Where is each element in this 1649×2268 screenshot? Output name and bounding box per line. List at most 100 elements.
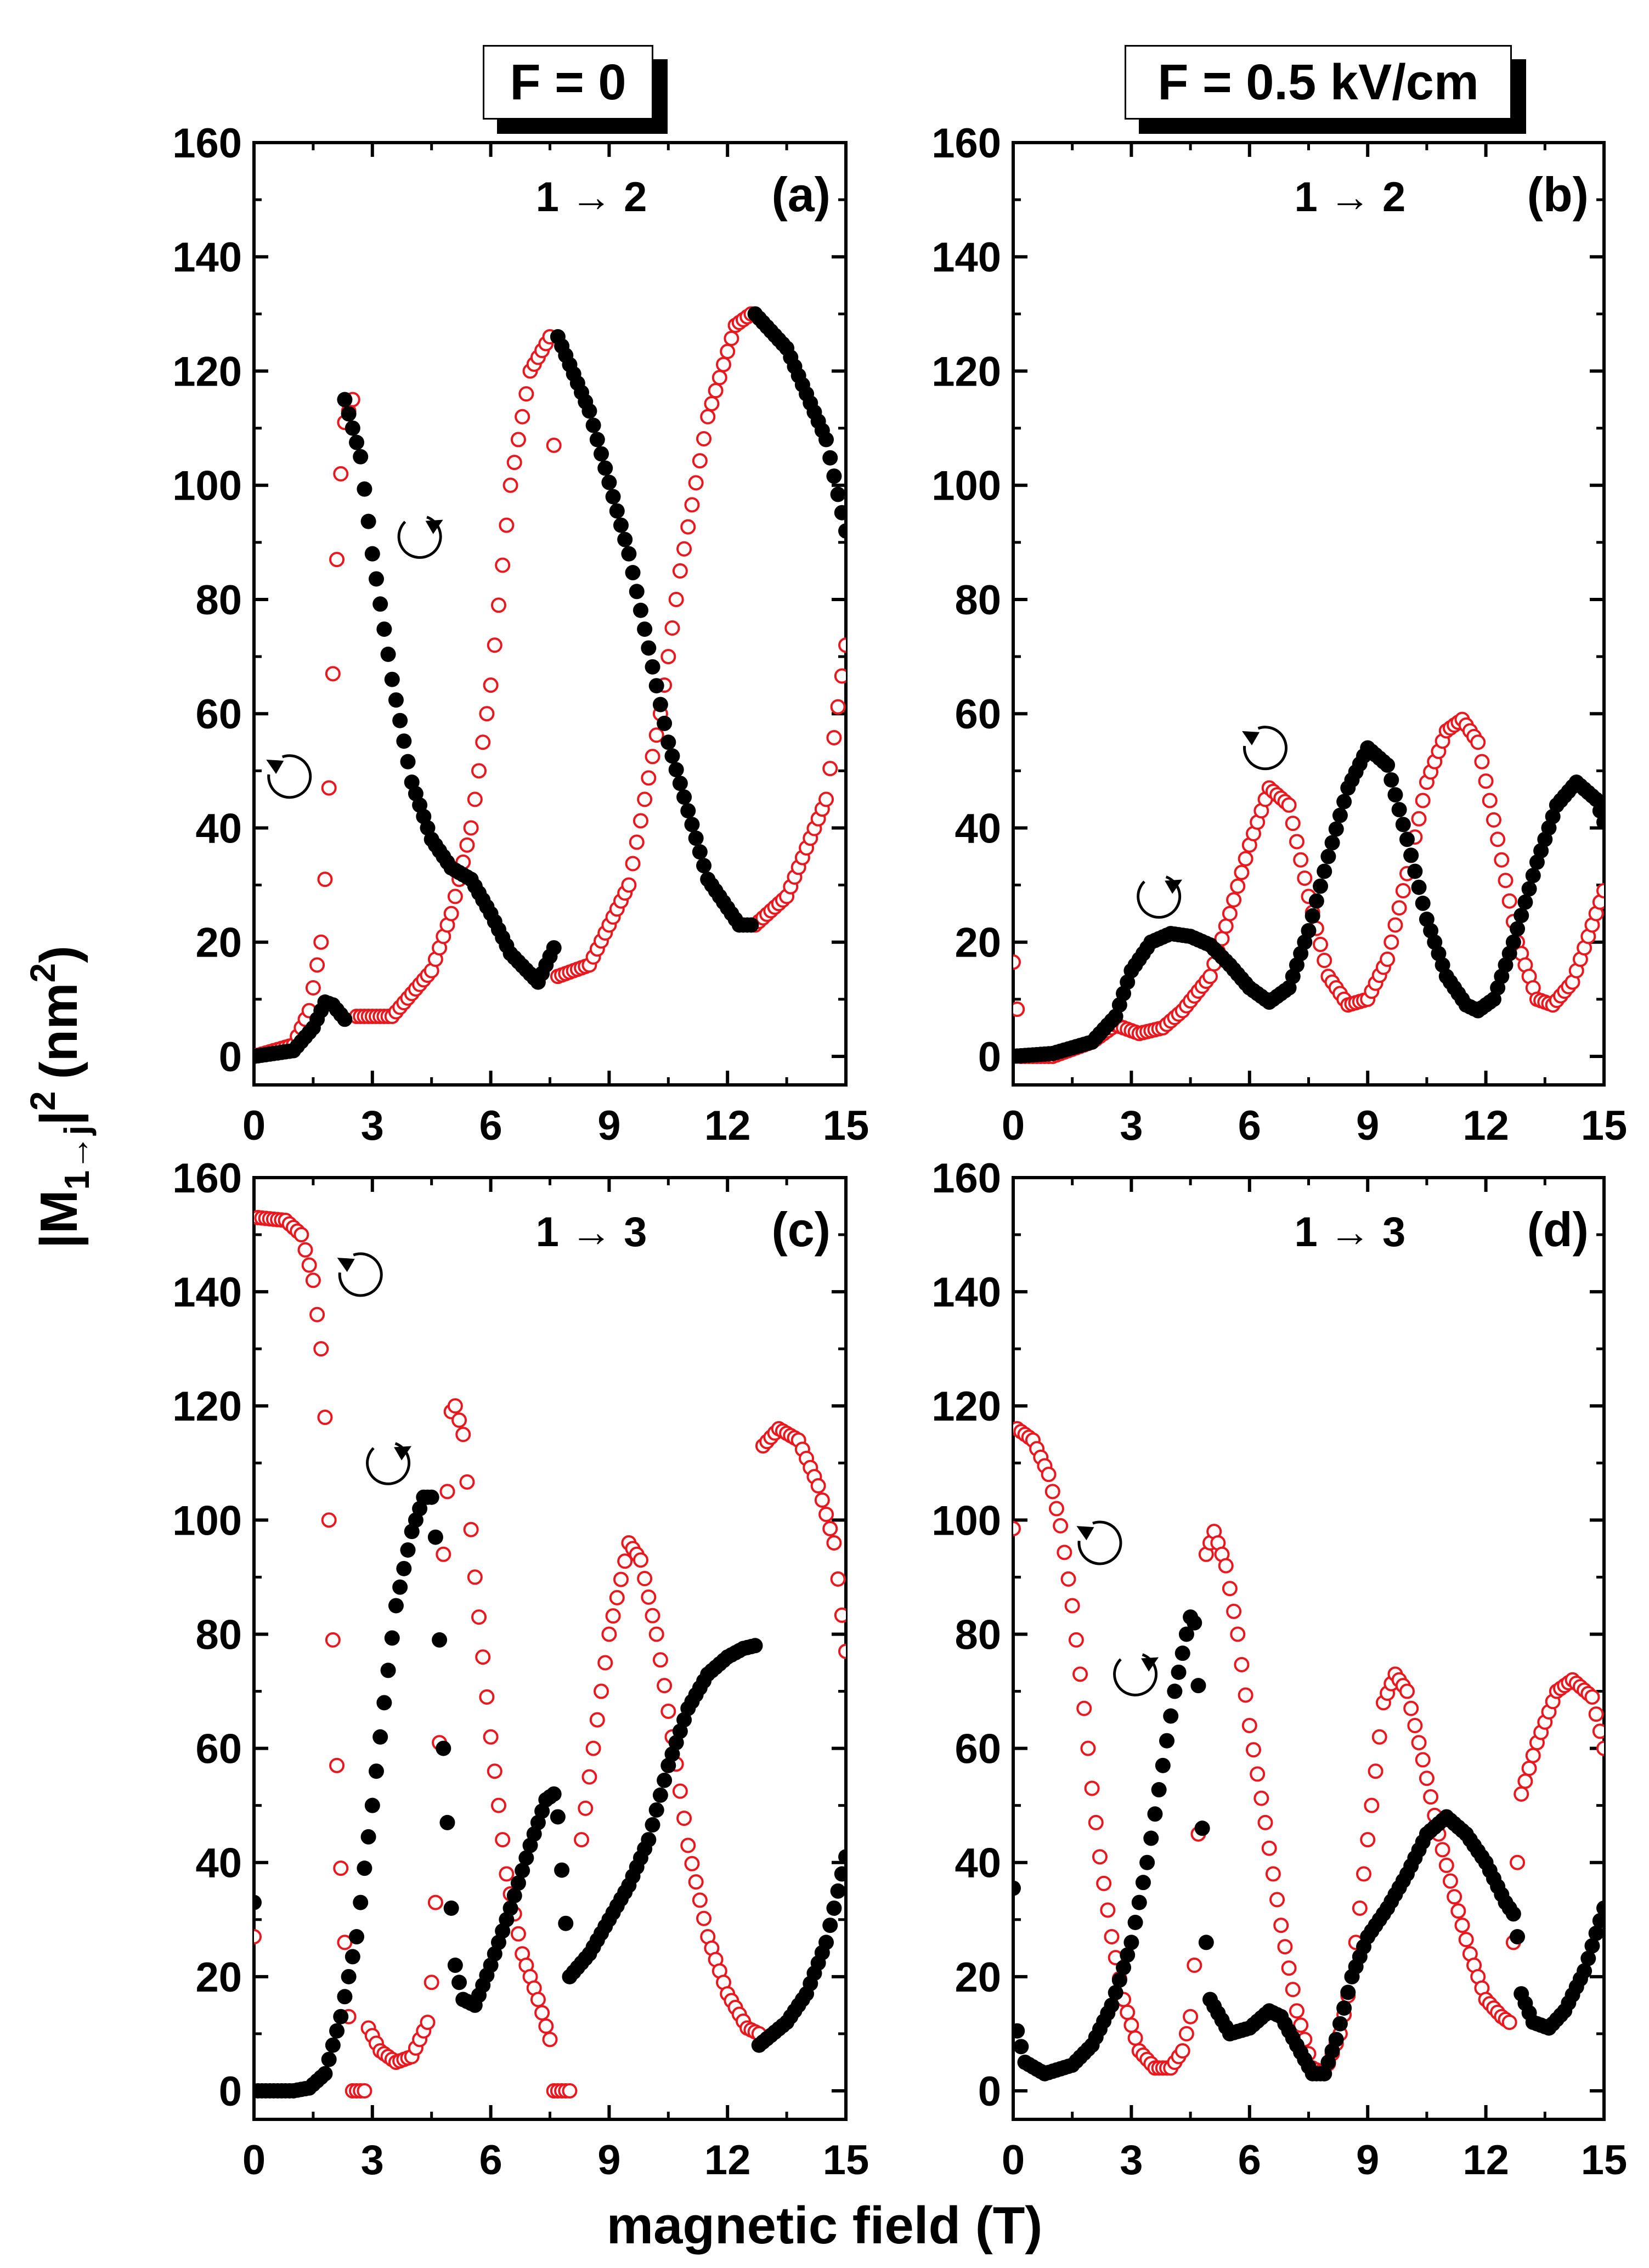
x-axis-label: magnetic field (T) — [607, 2196, 1043, 2255]
data-point — [341, 1969, 357, 1984]
data-point — [1383, 934, 1399, 950]
data-point — [1226, 1603, 1242, 1619]
data-point — [550, 1809, 566, 1825]
data-point — [594, 446, 609, 462]
x-tick-label: 0 — [1002, 1102, 1025, 1149]
data-point — [1131, 1894, 1147, 1910]
markers — [254, 306, 846, 1064]
y-axis-label-main: |M — [30, 1190, 89, 1248]
data-point — [467, 791, 483, 807]
data-point — [664, 748, 680, 764]
data-point — [1411, 1735, 1427, 1751]
data-point — [487, 637, 502, 653]
data-point — [696, 1910, 712, 1926]
data-point — [1167, 1683, 1183, 1699]
data-point — [1454, 1918, 1470, 1933]
data-point — [1356, 1866, 1372, 1882]
transition-label: 1 → 2 — [536, 174, 647, 220]
y-tick-label: 60 — [955, 691, 1001, 738]
data-point — [696, 431, 712, 446]
data-point — [1202, 969, 1218, 985]
data-point — [1458, 1932, 1474, 1948]
data-point — [1336, 794, 1352, 810]
data-point — [672, 1783, 688, 1799]
data-point — [629, 584, 645, 599]
y-tick-label: 80 — [955, 577, 1001, 624]
data-point — [1364, 1797, 1380, 1813]
data-point — [443, 1900, 459, 1916]
data-point — [542, 2032, 558, 2048]
data-point — [439, 1484, 455, 1500]
data-point — [443, 906, 459, 921]
data-point — [1514, 908, 1529, 924]
data-point — [716, 357, 732, 372]
data-point — [349, 1929, 365, 1945]
y-tick-label: 80 — [195, 1611, 242, 1658]
y-axis-label-sup: 2 — [23, 1091, 63, 1111]
y-tick-label: 0 — [219, 1034, 242, 1081]
series-filled — [254, 306, 846, 1064]
data-point — [1293, 852, 1309, 868]
data-point — [427, 1894, 443, 1910]
data-point — [1041, 1467, 1057, 1483]
data-point — [645, 1817, 660, 1833]
data-point — [838, 1849, 846, 1865]
x-tick-label: 15 — [1581, 2137, 1628, 2184]
y-tick-label: 60 — [195, 1726, 242, 1773]
data-point — [364, 1797, 380, 1813]
data-point — [518, 1850, 534, 1866]
data-point — [1064, 1598, 1080, 1614]
data-point — [830, 1883, 846, 1899]
y-tick-label: 60 — [195, 691, 242, 738]
data-point — [1013, 2023, 1025, 2039]
data-point — [1057, 1545, 1072, 1560]
data-point — [1380, 951, 1396, 967]
data-point — [1328, 821, 1344, 837]
column-title-left: F = 0 — [483, 45, 653, 120]
data-point — [641, 640, 657, 656]
data-point — [818, 432, 834, 448]
data-point — [652, 1787, 668, 1803]
data-point — [451, 1975, 467, 1990]
data-point — [479, 1689, 495, 1705]
data-point — [826, 1535, 842, 1551]
x-tick-label: 3 — [1120, 2137, 1143, 2184]
data-point — [1332, 2016, 1348, 2032]
data-point — [668, 591, 684, 607]
data-point — [648, 678, 664, 694]
data-point — [530, 1992, 546, 2007]
data-point — [368, 1763, 384, 1779]
data-point — [633, 1552, 648, 1568]
x-tick-label: 6 — [1238, 2137, 1261, 2184]
data-point — [463, 1522, 479, 1537]
data-point — [684, 817, 700, 833]
data-point — [345, 1949, 360, 1965]
data-point — [1490, 832, 1506, 847]
data-point — [1411, 811, 1427, 827]
data-point — [1317, 953, 1332, 969]
x-tick-label: 15 — [1581, 1102, 1628, 1149]
data-point — [641, 1589, 657, 1605]
data-point — [672, 563, 688, 579]
data-point — [581, 1769, 597, 1785]
data-point — [578, 1800, 594, 1816]
data-point — [360, 1829, 376, 1845]
data-point — [254, 1894, 262, 1910]
data-point — [574, 1832, 590, 1848]
data-point — [1178, 2026, 1194, 2041]
data-point — [621, 877, 637, 893]
data-point — [325, 2037, 341, 2053]
data-point — [613, 1571, 629, 1587]
data-point — [506, 1888, 522, 1904]
data-point — [364, 546, 380, 562]
data-point — [1596, 1900, 1604, 1916]
data-point — [384, 1630, 400, 1646]
y-tick-label: 140 — [172, 1269, 242, 1316]
x-tick-label: 9 — [597, 2137, 620, 2184]
data-point — [372, 596, 388, 612]
data-point — [1044, 1484, 1060, 1500]
data-point — [1301, 923, 1317, 938]
data-point — [589, 1712, 605, 1728]
data-point — [637, 791, 653, 807]
data-point — [1072, 1666, 1088, 1682]
